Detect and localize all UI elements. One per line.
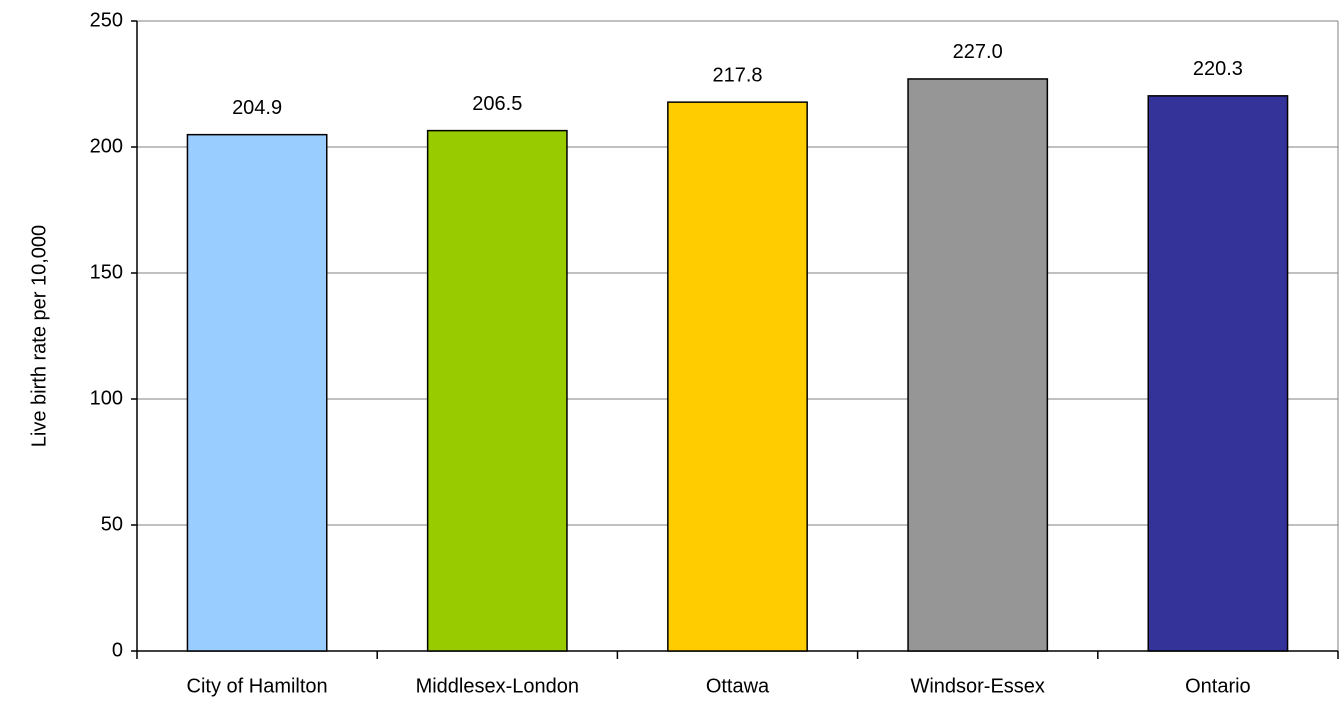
y-tick-label: 200 bbox=[90, 135, 123, 157]
y-tick-label: 150 bbox=[90, 261, 123, 283]
x-tick-label: Windsor-Essex bbox=[910, 675, 1044, 697]
y-tick-label: 50 bbox=[101, 513, 123, 535]
x-tick-label: Middlesex-London bbox=[416, 675, 579, 697]
value-label: 204.9 bbox=[232, 97, 282, 119]
bar bbox=[667, 101, 808, 652]
x-tick-label: Ontario bbox=[1185, 675, 1251, 697]
y-tick-label: 250 bbox=[90, 9, 123, 31]
value-label: 206.5 bbox=[472, 93, 522, 115]
bar bbox=[1147, 95, 1289, 652]
y-tick-label: 100 bbox=[90, 387, 123, 409]
x-tick-label: Ottawa bbox=[706, 675, 770, 697]
value-label: 227.0 bbox=[953, 41, 1003, 63]
x-tick-label: City of Hamilton bbox=[187, 675, 328, 697]
bar bbox=[907, 78, 1049, 652]
y-axis-title: Live birth rate per 10,000 bbox=[28, 225, 50, 447]
y-tick-label: 0 bbox=[112, 639, 123, 661]
bar bbox=[186, 133, 328, 652]
value-label: 220.3 bbox=[1193, 58, 1243, 80]
bar bbox=[426, 129, 568, 652]
value-label: 217.8 bbox=[712, 64, 762, 86]
